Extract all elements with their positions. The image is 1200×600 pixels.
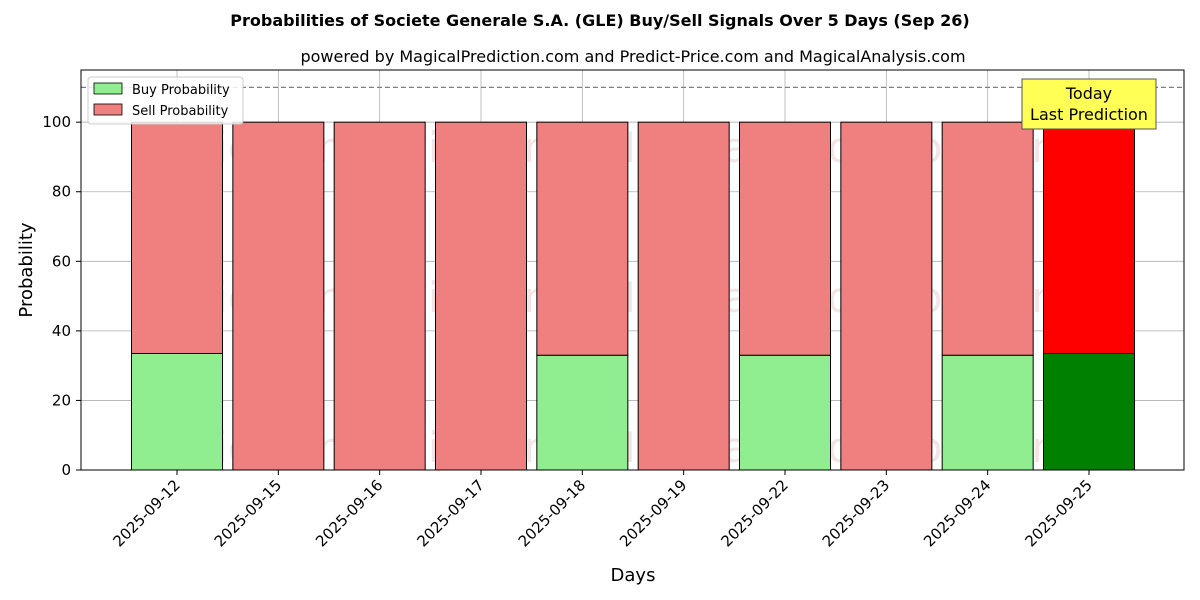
legend-label-buy: Buy Probability [132, 83, 230, 98]
chart-title: Probabilities of Societe Generale S.A. (… [230, 11, 969, 30]
x-tick-label: 2025-09-19 [616, 476, 690, 550]
x-tick-label: 2025-09-22 [717, 476, 791, 550]
bar-sell [232, 121, 325, 471]
y-axis: 0 20 40 60 80 100 [42, 113, 81, 479]
bar-sell [941, 121, 1034, 356]
x-tick-label: 2025-09-17 [413, 476, 487, 550]
x-axis-label: Days [611, 565, 656, 586]
x-tick-label: 2025-09-16 [312, 476, 386, 550]
annotation-box [1021, 78, 1157, 130]
today-annotation: Today Last Prediction [1021, 78, 1157, 130]
y-tick-label: 100 [42, 113, 71, 131]
y-tick-label: 80 [52, 183, 71, 201]
chart-subtitle: powered by MagicalPrediction.com and Pre… [300, 47, 965, 66]
x-tick-label: 2025-09-25 [1021, 476, 1095, 550]
legend-swatch-buy [93, 82, 123, 95]
legend-box [87, 76, 244, 125]
annotation-line-2: Last Prediction [1030, 105, 1148, 124]
x-tick-label: 2025-09-18 [515, 476, 589, 550]
bar-buy [536, 354, 629, 471]
bar-sell [435, 121, 527, 471]
x-tick-label: 2025-09-24 [920, 476, 994, 550]
bar-sell [1043, 121, 1135, 354]
y-tick-label: 0 [61, 461, 71, 479]
x-tick-label: 2025-09-23 [819, 476, 893, 550]
bar-buy [739, 354, 831, 471]
y-axis-label: Probability [16, 222, 37, 317]
bar-sell [840, 121, 933, 471]
bar-sell [739, 121, 831, 356]
annotation-line-1: Today [1065, 84, 1112, 103]
x-tick-label: 2025-09-15 [211, 476, 285, 550]
bar-sell [536, 121, 629, 356]
legend-swatch-sell [93, 103, 123, 116]
y-tick-label: 60 [52, 252, 71, 270]
bar-layer [131, 121, 1135, 471]
bar-buy [131, 352, 223, 471]
bar-sell [131, 121, 223, 354]
y-tick-label: 20 [52, 391, 71, 409]
bar-buy [1043, 352, 1135, 471]
bar-buy [941, 354, 1034, 471]
x-tick-label: 2025-09-12 [109, 476, 183, 550]
legend: Buy Probability Sell Probability [87, 76, 244, 125]
x-axis: 2025-09-12 2025-09-15 2025-09-16 2025-09-17… [109, 470, 1096, 550]
y-tick-label: 40 [52, 322, 71, 340]
bar-sell [637, 121, 730, 471]
bar-sell [333, 121, 426, 471]
plot-frame [80, 69, 1185, 471]
legend-label-sell: Sell Probability [132, 104, 229, 119]
